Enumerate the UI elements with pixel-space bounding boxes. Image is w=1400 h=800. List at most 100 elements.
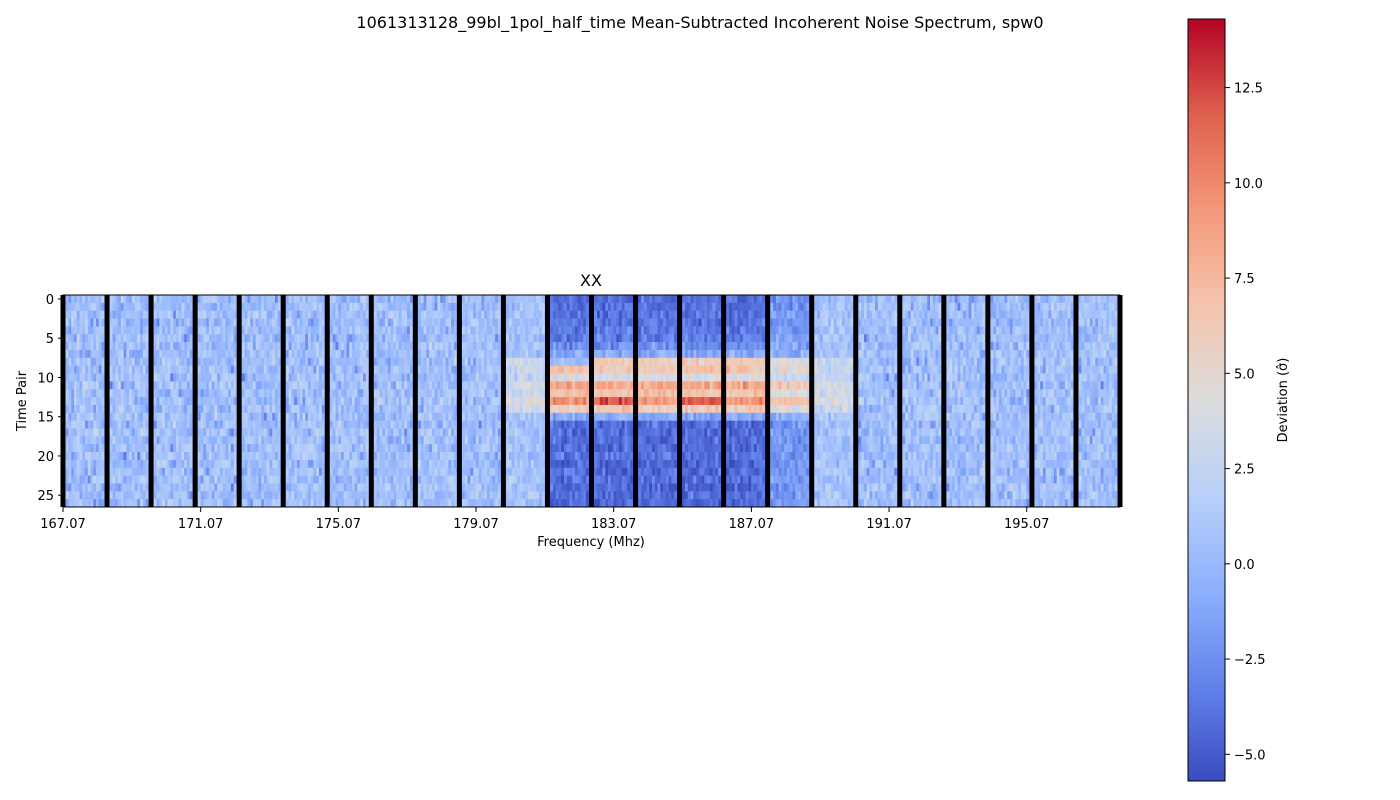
heatmap-cell [170, 452, 174, 461]
heatmap-cell [511, 302, 515, 312]
heatmap-cell [569, 428, 573, 437]
heatmap-cell [71, 326, 75, 335]
heatmap-cell [363, 342, 367, 351]
heatmap-cell [390, 467, 394, 476]
heatmap-cell [385, 310, 389, 319]
heatmap-cell [481, 381, 485, 390]
heatmap-cell [76, 397, 80, 406]
heatmap-cell [96, 467, 100, 476]
heatmap-cell [365, 397, 369, 406]
heatmap-cell [316, 459, 320, 469]
heatmap-cell [555, 420, 559, 429]
heatmap-cell [396, 397, 400, 406]
heatmap-cell [437, 342, 441, 351]
heatmap-cell [74, 310, 78, 319]
heatmap-cell [131, 310, 135, 319]
heatmap-cell [522, 326, 526, 335]
heatmap-cell [164, 310, 168, 319]
heatmap-cell [506, 310, 510, 319]
heatmap-cell [318, 365, 323, 374]
heatmap-cell [313, 357, 317, 367]
heatmap-cell [76, 342, 80, 351]
heatmap-cell [126, 475, 130, 484]
heatmap-cell [79, 389, 83, 398]
heatmap-cell [109, 459, 113, 469]
heatmap-cell [409, 420, 413, 429]
heatmap-cell [79, 326, 83, 335]
heatmap-cell [541, 295, 546, 304]
heatmap-cell [316, 381, 320, 390]
heatmap-cell [492, 365, 496, 374]
heatmap-cell [511, 459, 515, 469]
heatmap-cell [274, 467, 279, 476]
heatmap-cell [379, 436, 383, 445]
heatmap-cell [365, 428, 369, 437]
heatmap-cell [338, 467, 342, 476]
heatmap-cell [495, 326, 499, 335]
heatmap-cell [541, 357, 546, 367]
heatmap-cell [398, 381, 402, 390]
heatmap-cell [126, 467, 130, 476]
heatmap-cell [393, 397, 397, 406]
heatmap-cell [79, 349, 83, 359]
heatmap-cell [533, 357, 537, 367]
heatmap-cell [492, 436, 496, 445]
heatmap-cell [118, 373, 122, 382]
heatmap-cell [385, 436, 389, 445]
heatmap-cell [401, 412, 405, 421]
heatmap-cell [159, 365, 163, 374]
heatmap-cell [481, 483, 485, 492]
heatmap-cell [475, 444, 479, 453]
heatmap-cell [343, 420, 347, 429]
heatmap-cell [404, 412, 408, 421]
heatmap-cell [404, 326, 408, 335]
heatmap-cell [258, 310, 262, 319]
heatmap-cell [131, 334, 135, 343]
heatmap-cell [134, 295, 138, 304]
heatmap-cell [115, 420, 119, 429]
heatmap-cell [186, 483, 190, 492]
heatmap-cell [115, 459, 119, 469]
heatmap-cell [87, 381, 91, 390]
heatmap-cell [437, 499, 441, 508]
heatmap-cell [533, 381, 537, 390]
heatmap-cell [184, 444, 188, 453]
heatmap-cell [420, 499, 424, 508]
heatmap-cell [379, 381, 383, 390]
heatmap-cell [365, 436, 369, 445]
heatmap-cell [514, 326, 518, 335]
heatmap-cell [470, 412, 474, 421]
heatmap-cell [228, 404, 232, 414]
heatmap-cell [453, 342, 457, 351]
heatmap-cell [346, 499, 350, 508]
heatmap-cell [550, 318, 554, 327]
heatmap-cell [514, 357, 518, 367]
heatmap-cell [98, 491, 102, 500]
heatmap-cell [462, 452, 466, 461]
heatmap-cell [313, 452, 317, 461]
heatmap-cell [255, 318, 259, 327]
heatmap-cell [296, 412, 301, 421]
heatmap-cell [475, 459, 479, 469]
heatmap-cell [495, 420, 499, 429]
heatmap-cell [145, 467, 149, 476]
heatmap-cell [442, 302, 446, 312]
heatmap-cell [186, 452, 190, 461]
heatmap-cell [68, 334, 72, 343]
heatmap-cell [288, 326, 292, 335]
heatmap-cell [517, 389, 521, 398]
heatmap-cell [90, 357, 94, 367]
heatmap-cell [470, 428, 474, 437]
heatmap-cell [294, 373, 298, 382]
heatmap-cell [409, 295, 413, 304]
heatmap-cell [71, 404, 75, 414]
heatmap-cell [175, 334, 179, 343]
heatmap-cell [156, 302, 160, 312]
heatmap-cell [569, 310, 573, 319]
heatmap-cell [134, 381, 138, 390]
heatmap-cell [269, 436, 273, 445]
heatmap-cell [233, 349, 237, 359]
heatmap-cell [153, 302, 157, 312]
heatmap-cell [426, 420, 430, 429]
heatmap-cell [93, 397, 97, 406]
